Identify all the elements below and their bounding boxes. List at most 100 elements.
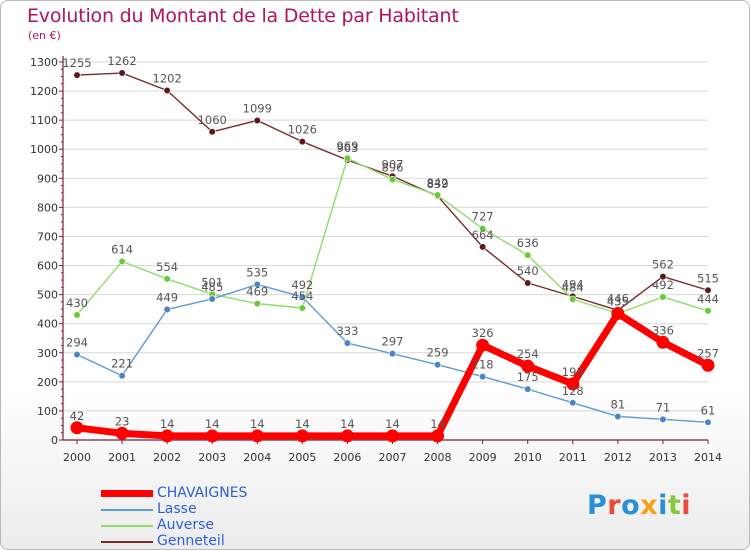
y-tick-label: 800 — [37, 201, 58, 214]
data-point — [160, 429, 174, 443]
x-tick-label: 2005 — [288, 451, 316, 464]
data-label: 469 — [246, 285, 268, 299]
y-tick-label: 1100 — [30, 114, 58, 127]
legend-label: Genneteil — [157, 533, 225, 549]
x-tick-label: 2003 — [198, 451, 226, 464]
data-label: 484 — [562, 280, 584, 294]
x-tick-label: 2002 — [153, 451, 181, 464]
data-label: 259 — [427, 346, 449, 360]
chart-unit-label: (en €) — [28, 29, 61, 42]
proxiti-logo: Proxiti — [587, 490, 692, 521]
x-tick-label: 2012 — [604, 451, 632, 464]
data-label: 23 — [115, 414, 130, 428]
data-point — [118, 257, 126, 266]
data-point — [479, 243, 487, 251]
data-label: 963 — [336, 141, 358, 155]
data-label: 614 — [111, 242, 133, 256]
data-label: 257 — [697, 346, 719, 360]
y-tick-label: 100 — [37, 405, 58, 418]
data-label: 444 — [697, 292, 719, 306]
data-point — [659, 415, 667, 423]
data-point — [253, 300, 261, 308]
data-point — [343, 154, 352, 162]
x-tick-label: 2009 — [469, 451, 497, 464]
data-label: 540 — [517, 264, 539, 278]
data-label: 501 — [201, 275, 223, 289]
data-point — [208, 128, 216, 136]
y-tick-label: 600 — [37, 260, 58, 273]
data-label: 896 — [382, 160, 404, 174]
data-label: 1262 — [107, 54, 136, 68]
data-point — [298, 293, 306, 301]
data-point — [701, 358, 715, 372]
data-label: 294 — [66, 336, 88, 350]
y-tick-label: 700 — [37, 230, 58, 243]
x-tick-label: 2001 — [108, 451, 136, 464]
data-point — [521, 359, 535, 373]
data-label: 297 — [382, 335, 404, 349]
data-point — [566, 377, 580, 391]
x-tick-label: 2006 — [333, 451, 361, 464]
legend-label: CHAVAIGNES — [157, 485, 248, 501]
data-point — [205, 429, 219, 443]
data-point — [569, 295, 577, 303]
data-label: 326 — [472, 326, 494, 340]
data-label: 14 — [340, 417, 355, 431]
y-tick-label: 300 — [37, 347, 58, 360]
y-tick-label: 200 — [37, 376, 58, 389]
data-point — [115, 426, 129, 440]
legend-swatch — [101, 509, 153, 511]
data-point — [295, 429, 309, 443]
data-label: 254 — [517, 347, 539, 361]
data-label: 14 — [295, 417, 310, 431]
data-label: 333 — [336, 324, 358, 338]
data-label: 907 — [382, 157, 404, 171]
data-label: 336 — [652, 323, 674, 337]
y-tick-label: 1200 — [30, 85, 58, 98]
data-point — [388, 175, 397, 184]
x-tick-label: 2000 — [63, 451, 91, 464]
data-point — [298, 138, 306, 146]
data-point — [431, 429, 445, 443]
data-label: 839 — [427, 177, 449, 191]
data-point — [476, 338, 490, 352]
x-tick-label: 2013 — [649, 451, 677, 464]
data-point — [611, 307, 625, 321]
x-tick-label: 2008 — [424, 451, 452, 464]
data-point — [70, 421, 84, 435]
data-label: 664 — [472, 228, 494, 242]
data-label: 128 — [562, 384, 584, 398]
data-point — [340, 429, 354, 443]
data-label: 42 — [70, 409, 85, 423]
data-label: 1255 — [62, 56, 91, 70]
data-label: 435 — [607, 295, 629, 309]
data-label: 554 — [156, 260, 178, 274]
data-label: 535 — [246, 265, 268, 279]
data-label: 61 — [701, 403, 716, 417]
data-point — [163, 86, 171, 95]
data-label: 71 — [656, 400, 671, 414]
legend-label: Lasse — [157, 501, 197, 517]
data-label: 1202 — [153, 71, 182, 85]
data-label: 492 — [291, 278, 313, 292]
y-tick-label: 1300 — [30, 56, 58, 69]
data-label: 430 — [66, 296, 88, 310]
data-point — [163, 305, 171, 314]
y-tick-label: 400 — [37, 318, 58, 331]
x-tick-label: 2010 — [514, 451, 542, 464]
data-label: 727 — [472, 210, 494, 224]
data-point — [73, 350, 81, 359]
data-label: 492 — [652, 278, 674, 292]
y-tick-label: 1000 — [30, 143, 58, 156]
x-tick-label: 2014 — [694, 451, 722, 464]
data-point — [73, 311, 81, 319]
data-label: 562 — [652, 258, 674, 272]
data-label: 454 — [291, 289, 313, 303]
data-point — [704, 286, 712, 294]
legend-swatch — [101, 490, 153, 497]
data-label: 1060 — [198, 113, 227, 127]
data-point — [343, 339, 352, 347]
legend-label: Auverse — [157, 517, 215, 533]
x-tick-label: 2007 — [379, 451, 407, 464]
